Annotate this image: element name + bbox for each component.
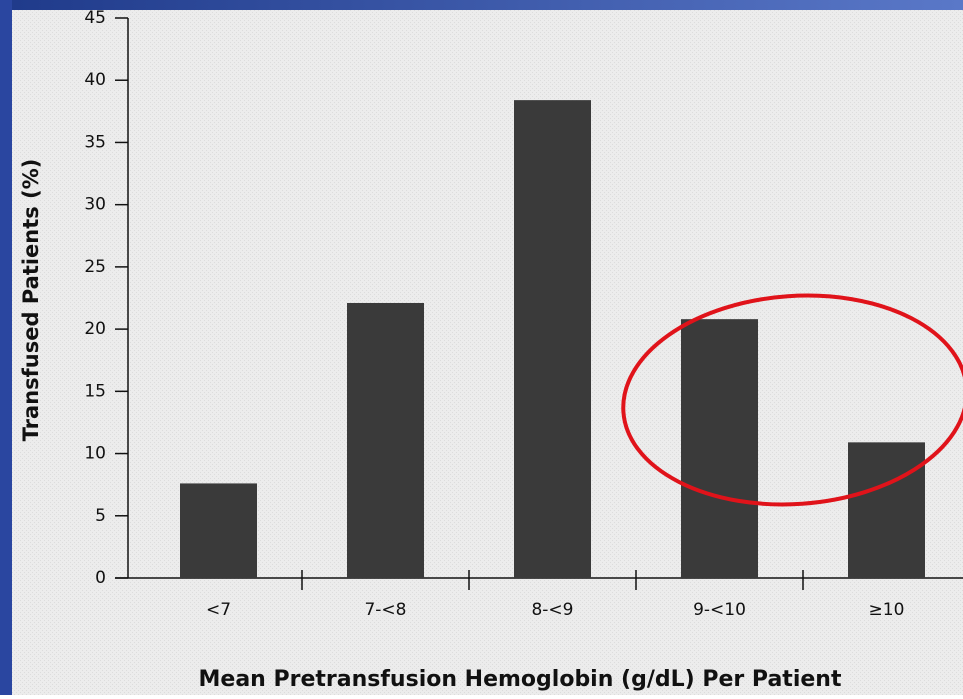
- x-tick-label: <7: [206, 600, 231, 620]
- x-tick-label: 7-<8: [364, 600, 406, 620]
- y-tick-label: 30: [84, 195, 106, 215]
- x-tick-label: 9-<10: [693, 600, 746, 620]
- x-tick-label: 8-<9: [531, 600, 573, 620]
- y-tick-label: 10: [84, 444, 106, 464]
- y-tick-label: 40: [84, 70, 106, 90]
- frame-top: [0, 0, 963, 10]
- x-tick-label: ≥10: [869, 600, 905, 620]
- highlight-ellipse: [621, 293, 963, 507]
- y-tick-label: 45: [84, 8, 106, 28]
- x-axis-title: Mean Pretransfusion Hemoglobin (g/dL) Pe…: [199, 667, 842, 692]
- y-tick-label: 5: [95, 506, 106, 526]
- y-tick-label: 25: [84, 257, 106, 277]
- y-tick-label: 20: [84, 319, 106, 339]
- bar: [347, 302, 424, 578]
- bar: [848, 442, 925, 578]
- plot: 0 5 10 15 20 25 30 35 40 45 <7 7-<8 8-<9 9-<10 ≥10: [84, 8, 963, 620]
- y-tick-label: 35: [84, 132, 106, 152]
- y-tick-label: 15: [84, 381, 106, 401]
- bar: [514, 100, 591, 578]
- frame-left: [0, 0, 12, 695]
- bar: [180, 483, 257, 578]
- y-axis-title: Transfused Patients (%): [19, 159, 43, 442]
- y-tick-label: 0: [95, 568, 106, 588]
- bar: [681, 319, 758, 578]
